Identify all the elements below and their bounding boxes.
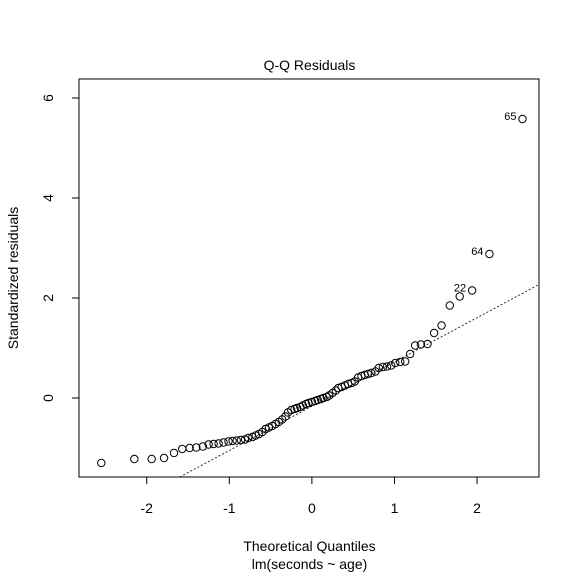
data-point	[307, 397, 317, 407]
data-point	[219, 438, 228, 447]
data-point	[214, 439, 223, 448]
data-point	[485, 249, 494, 259]
data-point	[178, 444, 187, 454]
data-point	[319, 393, 328, 403]
x-tick-label: 0	[308, 500, 316, 516]
y-tick-label: 6	[40, 94, 56, 102]
data-point	[192, 443, 201, 452]
plot-frame	[78, 78, 540, 478]
data-point	[382, 362, 392, 371]
x-tick-label: -1	[223, 500, 236, 516]
data-point	[232, 436, 241, 445]
data-point	[518, 114, 527, 124]
data-point	[445, 301, 455, 310]
data-point	[405, 349, 415, 359]
data-point	[287, 405, 296, 415]
point-label: 22	[454, 283, 466, 295]
data-point	[378, 362, 388, 372]
data-point	[224, 437, 233, 446]
data-point	[292, 403, 302, 413]
x-tick-label: 1	[391, 500, 399, 516]
data-point	[147, 454, 156, 464]
data-point	[396, 357, 405, 367]
data-point	[416, 340, 426, 349]
point-label: 64	[471, 246, 483, 258]
model-formula-label: lm(seconds ~ age)	[252, 556, 368, 572]
data-point	[437, 321, 446, 330]
y-axis-label: Standardized residuals	[5, 207, 21, 349]
data-point	[455, 292, 464, 301]
data-point	[363, 369, 373, 379]
y-tick-label: 2	[40, 294, 56, 302]
x-axis-label: Theoretical Quantiles	[243, 538, 375, 554]
data-point	[97, 458, 106, 468]
x-tick-label: 2	[473, 500, 481, 516]
data-point	[401, 357, 410, 366]
data-point	[169, 448, 179, 458]
y-tick-label: 0	[40, 394, 56, 402]
data-point	[423, 339, 432, 349]
data-point	[410, 341, 420, 350]
data-point	[374, 363, 383, 373]
point-labels: 65 64 22	[454, 111, 517, 295]
data-point	[198, 442, 208, 451]
point-label: 65	[504, 111, 516, 123]
data-points	[97, 114, 527, 468]
data-point	[367, 368, 376, 378]
data-point	[185, 443, 194, 453]
data-point	[391, 358, 400, 368]
data-point	[313, 395, 322, 405]
data-point	[467, 286, 477, 295]
data-point	[236, 435, 246, 445]
data-point	[159, 453, 169, 463]
y-tick-label: 4	[40, 194, 56, 202]
x-tick-label: -2	[140, 500, 153, 516]
data-point	[429, 328, 439, 338]
x-axis: -2 -1 0 1 2	[140, 477, 481, 516]
data-point	[322, 392, 331, 402]
y-axis: 0 2 4 6	[40, 94, 79, 402]
data-point	[130, 454, 139, 464]
data-point	[228, 436, 237, 446]
data-point	[244, 433, 253, 443]
data-point	[204, 440, 213, 449]
data-point	[209, 439, 218, 449]
chart-title: Q-Q Residuals	[264, 57, 356, 73]
data-point	[386, 361, 396, 370]
